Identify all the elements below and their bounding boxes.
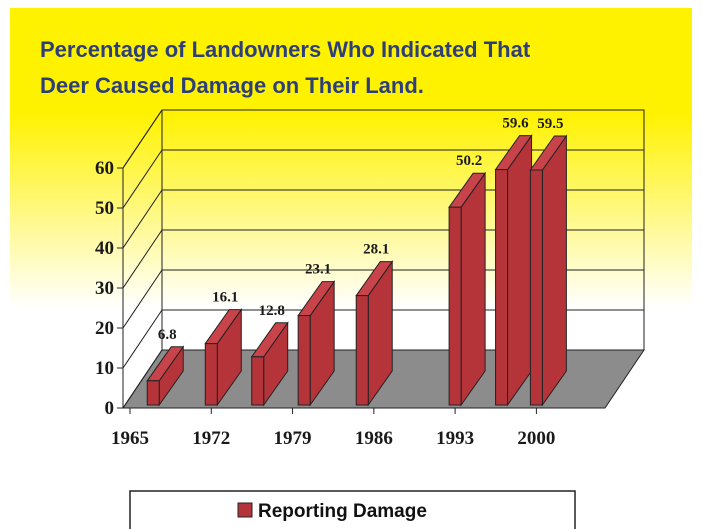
- bar-side: [460, 171, 486, 407]
- y-tick-label: 10: [95, 358, 114, 379]
- bar: [297, 280, 336, 407]
- x-tick-label: 1993: [436, 428, 474, 449]
- bar-side: [541, 134, 567, 407]
- bar-front: [448, 206, 462, 406]
- bar-front: [297, 315, 311, 406]
- bar-front: [355, 295, 369, 406]
- y-tick-label: 30: [95, 278, 114, 299]
- bar-front: [529, 169, 543, 406]
- bar: [529, 134, 568, 407]
- value-label: 16.1: [212, 290, 238, 306]
- bar: [204, 308, 243, 407]
- bar: [146, 345, 185, 407]
- value-label: 28.1: [363, 242, 389, 258]
- value-label: 50.2: [456, 153, 482, 169]
- x-tick-label: 1979: [274, 428, 312, 449]
- legend-label: Reporting Damage: [258, 501, 427, 522]
- x-tick-label: 1972: [192, 428, 230, 449]
- bar: [250, 321, 289, 407]
- x-tick-label: 1965: [111, 428, 149, 449]
- legend-box: [129, 490, 576, 529]
- value-label: 6.8: [158, 327, 177, 343]
- value-label: 12.8: [259, 303, 285, 319]
- grid-line: [122, 149, 644, 209]
- grid-line: [122, 109, 644, 169]
- legend-swatch: [237, 502, 253, 518]
- y-tick-label: 60: [95, 158, 114, 179]
- y-tick-label: 50: [95, 198, 114, 219]
- value-label: 59.6: [502, 116, 529, 132]
- bar-front: [251, 356, 265, 406]
- y-tick-label: 20: [95, 318, 114, 339]
- chart-title: Deer Caused Damage on Their Land.: [40, 73, 424, 98]
- bar: [448, 171, 487, 407]
- bar: [355, 260, 394, 407]
- x-tick-label: 2000: [517, 428, 555, 449]
- bar-side: [507, 134, 533, 407]
- value-label: 59.5: [537, 116, 563, 132]
- value-label: 23.1: [305, 262, 331, 278]
- y-tick-label: 0: [105, 398, 115, 419]
- background: [10, 8, 692, 308]
- chart-title: Percentage of Landowners Who Indicated T…: [40, 37, 531, 62]
- y-tick-label: 40: [95, 238, 114, 259]
- bar-front: [146, 380, 160, 406]
- x-tick-label: 1986: [355, 428, 393, 449]
- bar-front: [204, 343, 218, 406]
- bar: [494, 134, 533, 407]
- bar-front: [495, 169, 509, 406]
